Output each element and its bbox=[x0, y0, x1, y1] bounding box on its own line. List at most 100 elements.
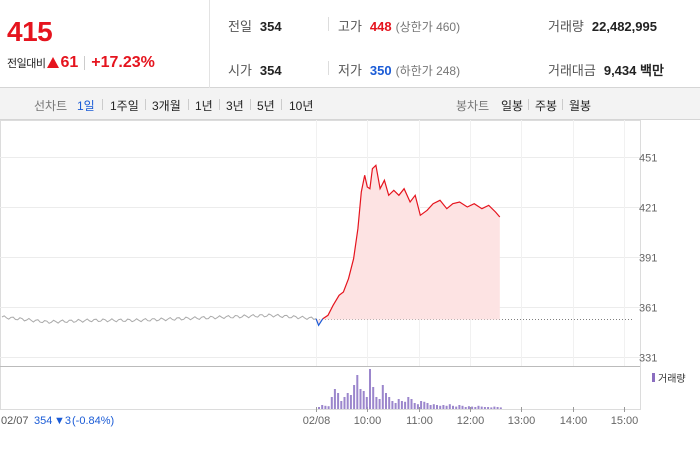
volume-bar bbox=[458, 405, 461, 409]
candle-weekly-button[interactable]: 주봉 bbox=[535, 99, 558, 113]
price-series bbox=[1, 164, 501, 327]
volume-bar bbox=[337, 393, 340, 409]
volume-bar bbox=[410, 399, 413, 409]
volume-bar bbox=[445, 405, 448, 409]
volume-bar bbox=[353, 385, 356, 409]
volume-bar bbox=[346, 393, 349, 409]
period-divider bbox=[219, 99, 220, 110]
candle-daily-button[interactable]: 일봉 bbox=[501, 99, 524, 113]
x-tick-label: 10:00 bbox=[354, 415, 382, 427]
volume-legend: 거래량 bbox=[652, 373, 686, 385]
price-panel: 415 전일대비 61 +17.23% bbox=[0, 0, 210, 88]
prev-day-note: 02/07 354 ▼3 (-0.84%) bbox=[1, 415, 114, 427]
x-tick-label: 02/08 bbox=[303, 415, 331, 427]
plot-border bbox=[0, 120, 641, 410]
volume-bar bbox=[499, 407, 502, 409]
axis-labels: 451 421 391 361 331 02/08 10:00 11:00 12:00 13:00… bbox=[303, 153, 658, 428]
volume-bar bbox=[397, 399, 400, 409]
volume-bar bbox=[467, 406, 470, 409]
stat-divider bbox=[328, 61, 329, 75]
volume-bar bbox=[365, 397, 368, 409]
volume-bar bbox=[407, 397, 410, 409]
period-1y-button[interactable]: 1년 bbox=[195, 99, 213, 113]
candle-monthly-button[interactable]: 월봉 bbox=[569, 99, 592, 113]
stat-label: 거래대금 bbox=[548, 63, 596, 78]
stat-divider bbox=[328, 17, 329, 31]
volume-bar bbox=[455, 406, 458, 409]
volume-bar bbox=[333, 389, 336, 409]
stat-label: 저가 bbox=[338, 63, 362, 78]
stat-value: 350 bbox=[369, 63, 392, 78]
line-chart-title: 선차트 bbox=[34, 99, 68, 113]
volume-bar bbox=[413, 403, 416, 409]
grid bbox=[0, 120, 641, 412]
volume-bar bbox=[423, 401, 426, 409]
x-tick-label: 12:00 bbox=[457, 415, 485, 427]
volume-bar bbox=[362, 391, 365, 409]
change-label: 전일대비 bbox=[7, 58, 46, 70]
volume-bar bbox=[487, 407, 490, 409]
volume-bar bbox=[343, 397, 346, 409]
period-divider bbox=[188, 99, 189, 110]
period-divider bbox=[102, 99, 103, 110]
y-tick-label: 361 bbox=[639, 303, 657, 315]
volume-bar bbox=[356, 375, 359, 409]
quote-stats: 전일 354 고가 448 (상한가 460) 거래량 22,482,995 시… bbox=[210, 0, 700, 88]
stat-value: 22,482,995 bbox=[591, 19, 657, 34]
volume-bar bbox=[483, 407, 486, 409]
change-value: 61 bbox=[60, 54, 79, 71]
period-3y-button[interactable]: 3년 bbox=[226, 99, 244, 113]
volume-bars bbox=[318, 369, 502, 409]
chart-toolbar: 선차트 1일 1주일 3개월 1년 3년 5년 10년 봉차트 일봉 주봉 월봉 bbox=[0, 88, 700, 120]
volume-bar bbox=[429, 405, 432, 409]
volume-bar bbox=[349, 395, 352, 409]
today-area bbox=[316, 165, 500, 326]
volume-bar bbox=[318, 407, 320, 409]
volume-bar bbox=[452, 405, 454, 409]
period-3m-button[interactable]: 3개월 bbox=[152, 99, 181, 113]
volume-legend-swatch bbox=[652, 373, 655, 382]
change-divider bbox=[84, 56, 86, 70]
volume-bar bbox=[391, 401, 394, 409]
period-divider bbox=[250, 99, 251, 110]
change-rate: +17.23% bbox=[91, 54, 155, 71]
period-1d-button[interactable]: 1일 bbox=[77, 99, 95, 113]
volume-bar bbox=[404, 401, 407, 409]
prev-day-date: 02/07 bbox=[1, 415, 29, 427]
volume-legend-label: 거래량 bbox=[658, 373, 686, 385]
y-tick-label: 331 bbox=[639, 353, 657, 365]
volume-bar bbox=[480, 406, 483, 409]
volume-bar bbox=[493, 406, 496, 409]
stat-turnover: 거래대금 9,434 백만 bbox=[548, 60, 664, 79]
volume-bar bbox=[461, 405, 464, 409]
period-divider bbox=[281, 99, 282, 110]
prev-day-change: ▼3 bbox=[54, 415, 71, 427]
up-triangle-icon bbox=[47, 57, 60, 68]
stat-low: 저가 350 (하한가 248) bbox=[338, 60, 460, 79]
volume-bar bbox=[420, 401, 423, 409]
volume-bar bbox=[375, 397, 378, 409]
volume-bar bbox=[330, 397, 333, 409]
prev-day-rate: (-0.84%) bbox=[72, 415, 114, 427]
period-10y-button[interactable]: 10년 bbox=[289, 99, 314, 113]
volume-bar bbox=[496, 407, 499, 409]
volume-bar bbox=[477, 405, 480, 409]
stat-sub: (하한가 248) bbox=[395, 64, 461, 78]
stat-open: 시가 354 bbox=[228, 60, 282, 79]
volume-bar bbox=[340, 401, 343, 409]
volume-bar bbox=[381, 385, 384, 409]
volume-bar bbox=[442, 405, 445, 409]
candle-divider bbox=[562, 99, 563, 110]
x-tick-label: 11:00 bbox=[406, 415, 433, 427]
x-tick-label: 15:00 bbox=[611, 415, 639, 427]
stat-high: 고가 448 (상한가 460) bbox=[338, 16, 460, 35]
volume-bar bbox=[448, 404, 451, 409]
volume-bar bbox=[439, 405, 442, 409]
prev-day-line bbox=[1, 313, 317, 324]
period-5y-button[interactable]: 5년 bbox=[257, 99, 275, 113]
volume-bar bbox=[324, 405, 327, 409]
period-1w-button[interactable]: 1주일 bbox=[110, 99, 139, 113]
volume-bar bbox=[378, 399, 381, 409]
stat-value: 9,434 백만 bbox=[603, 63, 664, 78]
y-tick-label: 391 bbox=[639, 253, 657, 265]
